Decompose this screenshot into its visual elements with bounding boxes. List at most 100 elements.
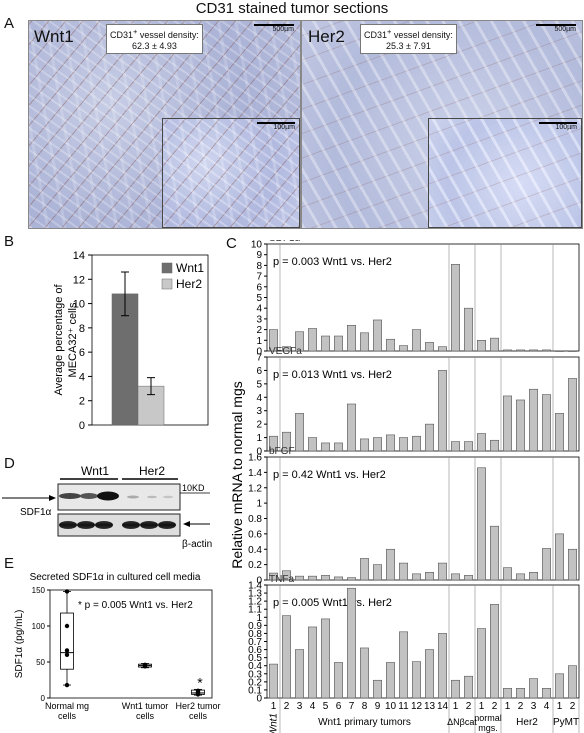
mrna-bar xyxy=(503,567,512,581)
y-tick-label: 8 xyxy=(256,261,262,272)
x-tick-label: 3 xyxy=(297,701,303,712)
mrna-bar xyxy=(412,661,421,699)
y-tick-label: 9 xyxy=(256,250,262,261)
chart-c-mrna: 012345678910SDF1αp = 0.003 Wnt1 vs. Her2… xyxy=(229,240,580,733)
y-tick-label: 1.3 xyxy=(248,589,262,600)
panel-label-a: A xyxy=(4,15,15,32)
mrna-bar xyxy=(568,665,577,699)
blot-sdf1-panel xyxy=(57,483,181,511)
blot-column-her2: Her2 xyxy=(139,464,165,478)
mrna-bar xyxy=(529,572,538,581)
subpanel-frame xyxy=(266,456,580,581)
mrna-bar xyxy=(555,350,564,352)
y-tick-label: 3 xyxy=(256,314,262,325)
plot-area xyxy=(49,589,213,699)
y-tick-label: 2 xyxy=(79,396,85,408)
x-tick-label: 14 xyxy=(437,701,449,712)
mrna-bar xyxy=(295,331,304,352)
sdf1-band xyxy=(163,495,173,499)
mrna-bar xyxy=(477,467,486,581)
sdf1-band xyxy=(59,493,81,499)
y-tick-label: 14 xyxy=(73,250,85,262)
panel-label-b: B xyxy=(4,233,15,250)
data-point xyxy=(64,682,70,688)
subpanel-frame xyxy=(266,243,580,352)
x-tick-label: 4 xyxy=(310,701,316,712)
mrna-bar xyxy=(386,548,395,581)
data-point xyxy=(64,623,70,629)
group-label-dnbcat: ΔNβcat xyxy=(447,717,477,727)
mrna-bar xyxy=(347,325,356,352)
mrna-bar xyxy=(321,575,330,581)
mrna-bar xyxy=(555,673,564,699)
y-tick-label: 0.7 xyxy=(248,637,262,648)
y-tick-label: 1 xyxy=(256,433,262,444)
y-tick-label: 0.3 xyxy=(248,669,262,680)
mrna-bar xyxy=(568,378,577,452)
x-tick-label: 1 xyxy=(271,701,277,712)
micrograph-inset-her2: 100µm xyxy=(428,118,582,228)
actin-band-label: β-actin xyxy=(182,539,212,550)
mrna-bar xyxy=(308,328,317,352)
y-tick-label: 0 xyxy=(41,694,46,703)
y-tick-label: 12 xyxy=(73,274,85,286)
y-tick-label: 150 xyxy=(32,586,46,595)
mrna-bar xyxy=(438,633,447,699)
mrna-bar xyxy=(451,573,460,581)
scale-bar-large: 500µm xyxy=(536,23,576,33)
mrna-bar xyxy=(373,319,382,352)
mrna-bar xyxy=(282,615,291,699)
sdf1-band xyxy=(80,493,98,499)
mrna-bar xyxy=(438,562,447,581)
figure-title: CD31 stained tumor sections xyxy=(195,0,389,17)
mrna-bar xyxy=(451,441,460,452)
y-tick-label: 1.4 xyxy=(248,581,262,592)
density-label: CD31 xyxy=(364,30,388,40)
mrna-bar xyxy=(347,577,356,581)
mrna-bar xyxy=(282,431,291,452)
y-tick-label: 0.8 xyxy=(248,514,262,525)
mrna-bar xyxy=(529,678,538,699)
sdf1-band-label: SDF1α xyxy=(20,507,52,518)
y-tick-label: 1 xyxy=(256,499,262,510)
mrna-bar xyxy=(373,564,382,581)
x-tick-label: 9 xyxy=(375,701,381,712)
data-point xyxy=(64,648,70,653)
micrograph-tag-wnt1: Wnt1 xyxy=(34,27,74,46)
y-tick-label: 8 xyxy=(79,323,85,335)
mrna-bar xyxy=(425,423,434,452)
mrna-bar xyxy=(360,438,369,452)
micrograph-tag-her2: Her2 xyxy=(308,27,345,46)
group-label-wnt1-mouse: Wnt1 xyxy=(269,713,280,733)
data-point xyxy=(64,652,70,657)
x-tick-label: 1 xyxy=(453,701,459,712)
y-tick-label: 100 xyxy=(32,622,46,631)
sdf1-band xyxy=(97,491,119,501)
y-tick-label: 7 xyxy=(256,353,262,364)
y-tick-label: 0.6 xyxy=(248,645,262,656)
y-tick-label: 0 xyxy=(256,347,262,358)
y-tick-label: 7 xyxy=(256,272,262,283)
group-label-wnt1-tumors: Wnt1 primary tumors xyxy=(318,717,411,728)
mrna-bar xyxy=(308,575,317,581)
category-label: Her2 tumor cells xyxy=(175,701,220,721)
mrna-bar xyxy=(516,688,525,699)
x-tick-label: 7 xyxy=(349,701,355,712)
mrna-bar xyxy=(321,335,330,352)
sdf1-band xyxy=(147,495,157,499)
mrna-bar xyxy=(568,350,577,352)
y-tick-label: 4 xyxy=(256,393,262,404)
scale-bar-small: 100µm xyxy=(257,121,295,131)
scale-bar-large: 500µm xyxy=(254,23,294,33)
y-tick-label: 0.5 xyxy=(248,653,262,664)
mrna-bar xyxy=(412,435,421,452)
y-tick-label: 1.4 xyxy=(248,468,262,479)
category-label: Wnt1 tumor cells xyxy=(122,701,169,721)
mrna-bar xyxy=(529,349,538,352)
mrna-bar xyxy=(282,570,291,581)
mrna-bar xyxy=(399,562,408,581)
x-tick-label: 4 xyxy=(544,701,550,712)
subpanel-frame xyxy=(266,356,580,452)
micrograph-her2: Her2 CD31+ vessel density: 25.3 ± 7.91 5… xyxy=(301,20,583,229)
mrna-bar xyxy=(516,349,525,352)
